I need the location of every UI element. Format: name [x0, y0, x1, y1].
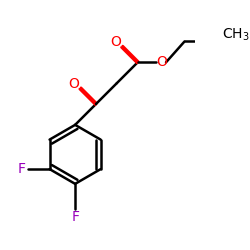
Text: F: F	[18, 162, 25, 176]
Text: O: O	[157, 55, 168, 69]
Text: O: O	[69, 77, 80, 91]
Text: O: O	[110, 35, 121, 49]
Text: F: F	[71, 210, 79, 224]
Text: CH$_3$: CH$_3$	[222, 27, 250, 44]
